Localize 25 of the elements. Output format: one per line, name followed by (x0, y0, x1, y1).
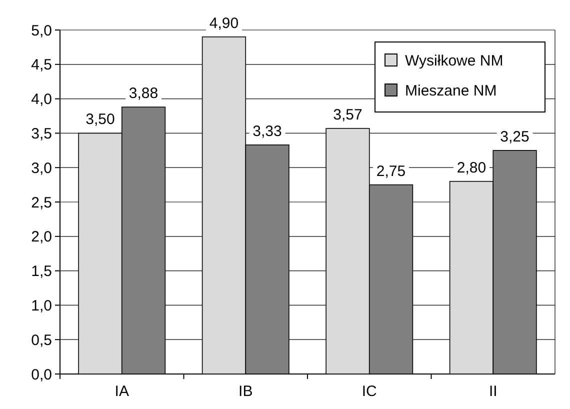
y-tick-label: 1,5 (31, 263, 52, 280)
x-tick-label: IC (362, 383, 378, 400)
legend-label: Wysiłkowe NM (405, 52, 504, 70)
x-tick-label: II (488, 383, 498, 400)
y-tick-label: 3,5 (31, 125, 52, 142)
data-label: 3,33 (252, 122, 282, 140)
data-label: 3,88 (128, 85, 158, 102)
y-tick-label: 4,5 (31, 56, 52, 74)
data-label: 2,75 (376, 162, 406, 180)
data-label: 4,90 (209, 14, 239, 32)
y-tick-label: 0,0 (31, 366, 52, 384)
y-tick-label: 1,0 (31, 297, 52, 314)
data-label: 3,25 (500, 128, 530, 146)
x-tick-label: IA (114, 383, 129, 400)
y-tick-label: 3,0 (31, 160, 52, 177)
data-label: 3,50 (86, 111, 115, 128)
legend-label: Mieszane NM (405, 82, 497, 100)
data-label: 2,80 (456, 159, 486, 176)
y-tick-label: 2,0 (31, 228, 52, 246)
y-tick-label: 4,0 (31, 91, 52, 108)
y-tick-label: 0,5 (31, 332, 52, 349)
y-tick-label: 2,5 (31, 194, 52, 212)
y-tick-label: 5,0 (31, 22, 52, 40)
data-label: 3,57 (333, 106, 362, 124)
x-tick-label: IB (238, 383, 253, 400)
